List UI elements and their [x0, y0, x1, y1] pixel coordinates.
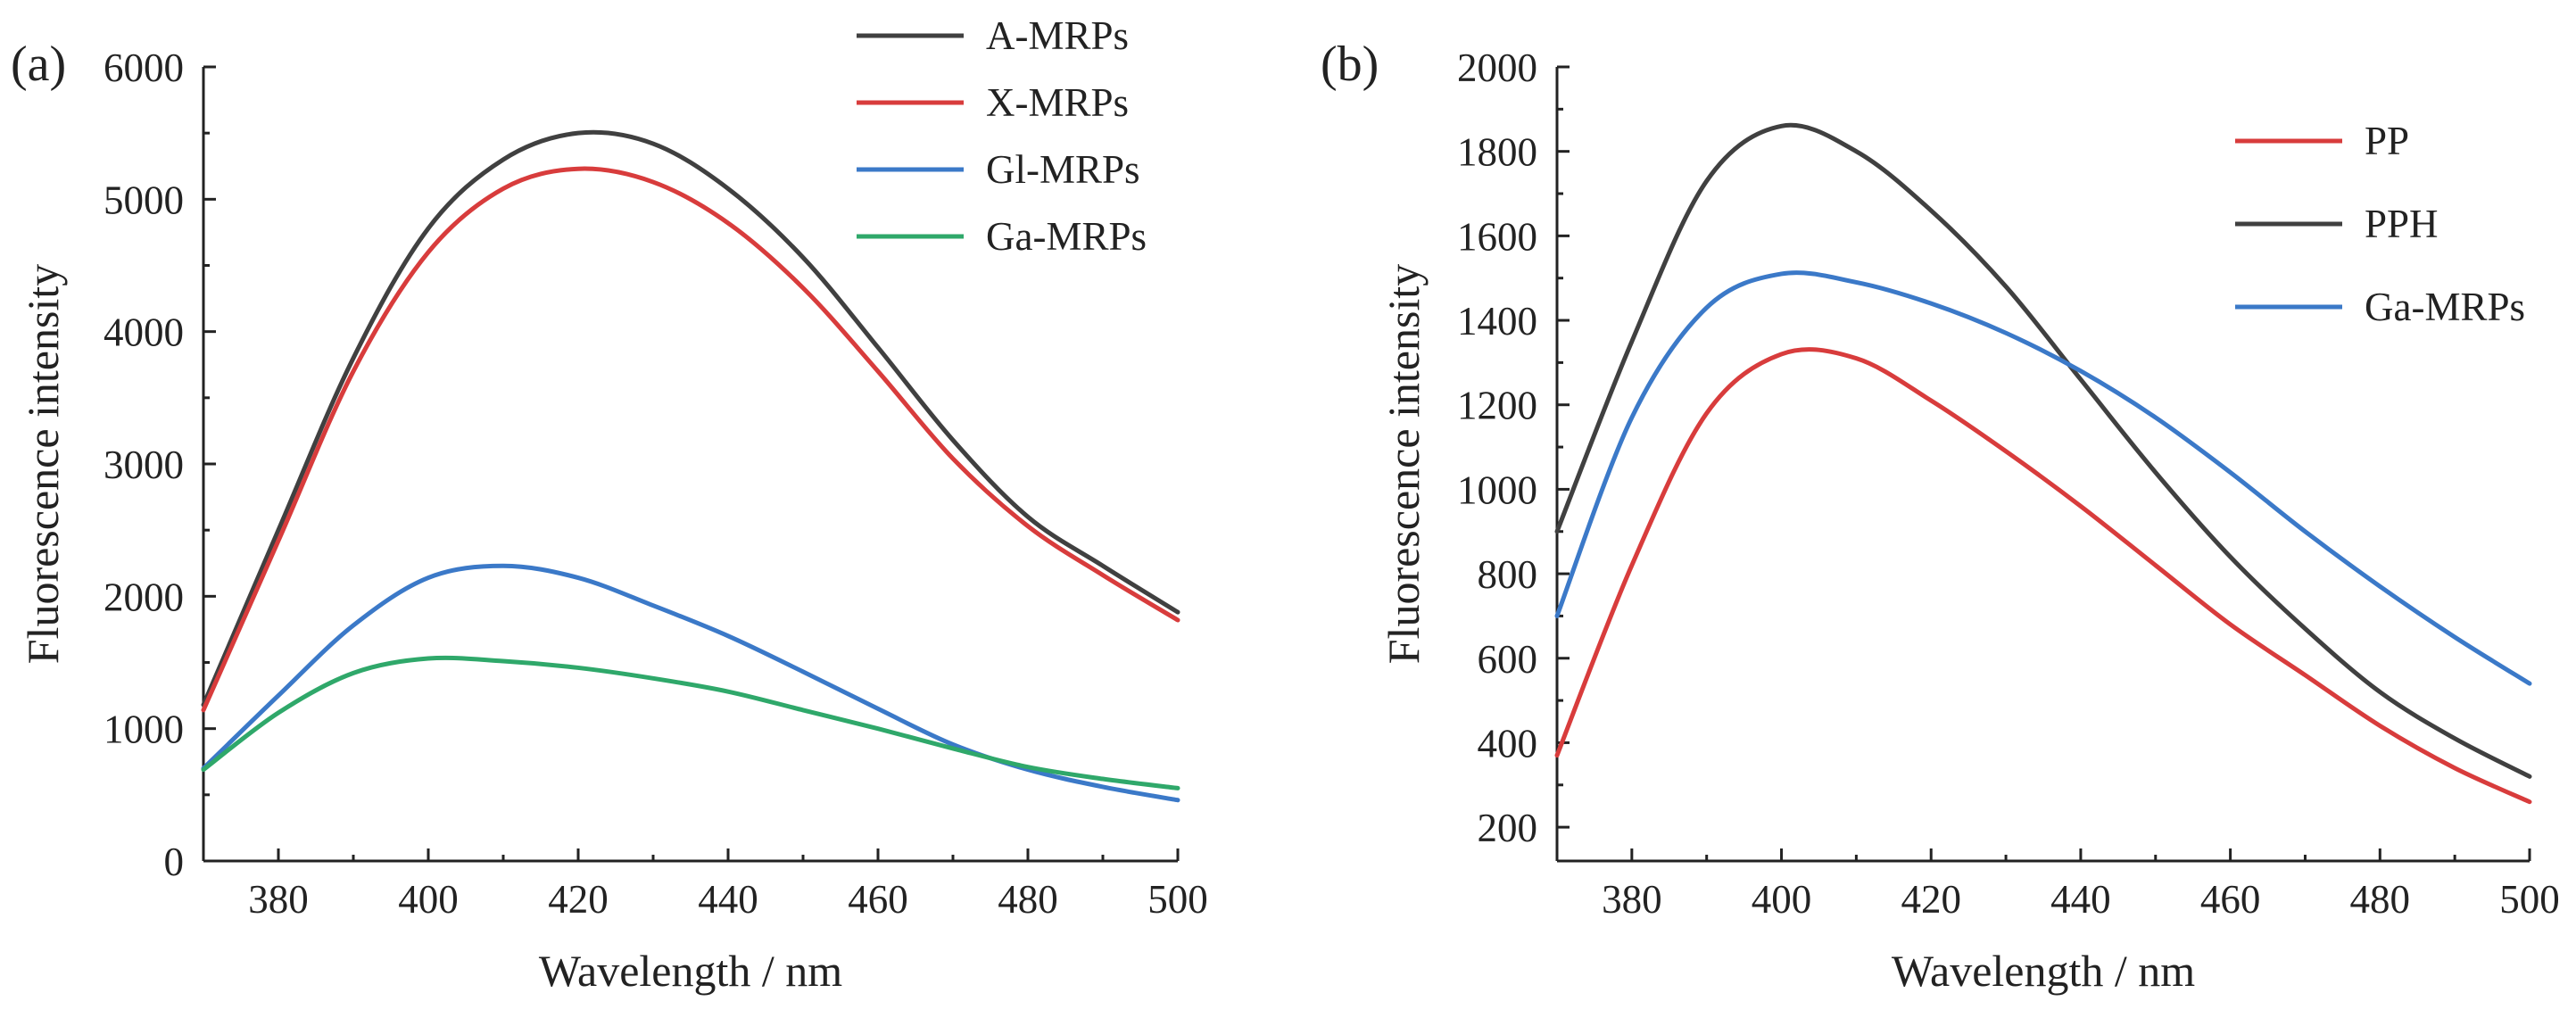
y-tick-label: 400 — [1478, 721, 1538, 766]
x-tick-label: 460 — [848, 877, 908, 922]
y-tick-label: 1200 — [1457, 384, 1537, 428]
y-axis-title: Fluorescence intensity — [18, 264, 68, 665]
x-tick-label: 440 — [698, 877, 758, 922]
x-tick-label: 400 — [398, 877, 459, 922]
series-line-ga-mrps — [201, 655, 1180, 790]
x-tick-label: 440 — [2050, 877, 2111, 922]
y-tick-label: 6000 — [104, 46, 184, 90]
x-tick-label: 420 — [1901, 877, 1961, 922]
y-tick-label: 3000 — [104, 443, 184, 487]
x-tick-label: 500 — [1147, 877, 1208, 922]
y-tick-label: 200 — [1478, 806, 1538, 850]
legend-label: PP — [2365, 119, 2409, 163]
chart-panel-a: (a)380 400 420 440 460 480 5000100020003000400… — [11, 13, 1208, 996]
y-tick-label: 1000 — [104, 708, 184, 752]
x-tick-label: 500 — [2499, 877, 2560, 922]
legend-label: Ga-MRPs — [2365, 285, 2525, 329]
panel-label: (b) — [1321, 37, 1379, 92]
series-line-x-mrps — [201, 166, 1180, 713]
legend-label: X-MRPs — [986, 80, 1129, 125]
y-tick-label: 4000 — [104, 310, 184, 355]
y-tick-label: 2000 — [104, 575, 184, 619]
series-line-pp — [1554, 347, 2532, 805]
y-tick-label: 600 — [1478, 637, 1538, 682]
series-line-pph — [1554, 122, 2532, 779]
y-tick-label: 800 — [1478, 552, 1538, 597]
y-tick-label: 5000 — [104, 178, 184, 222]
x-tick-label: 480 — [998, 877, 1058, 922]
x-tick-label: 420 — [548, 877, 609, 922]
legend-label: Gl-MRPs — [986, 147, 1140, 192]
x-tick-label: 380 — [248, 877, 309, 922]
x-tick-label: 460 — [2200, 877, 2261, 922]
chart-panel-b: (b) 380 400 420 440 460 480 500 200 400 600 800 1000… — [1321, 37, 2560, 996]
x-axis-title: Wavelength / nm — [539, 946, 842, 996]
series-line-ga-mrps — [1554, 270, 2532, 686]
y-axis-title: Fluorescence intensity — [1379, 264, 1429, 665]
legend-label: Ga-MRPs — [986, 214, 1147, 259]
y-tick-label: 1600 — [1457, 214, 1537, 259]
panel-label: (a) — [11, 37, 66, 92]
legend-label: A-MRPs — [986, 13, 1129, 58]
y-tick-label: 2000 — [1457, 46, 1537, 90]
y-tick-label: 0 — [164, 840, 185, 884]
x-tick-label: 400 — [1752, 877, 1812, 922]
x-axis-title: Wavelength / nm — [1892, 946, 2195, 996]
x-tick-label: 480 — [2350, 877, 2411, 922]
x-tick-label: 380 — [1602, 877, 1662, 922]
series-line-a-mrps — [201, 129, 1180, 708]
legend-label: PPH — [2365, 202, 2439, 246]
y-tick-label: 1800 — [1457, 130, 1537, 175]
y-tick-label: 1000 — [1457, 468, 1537, 512]
y-tick-label: 1400 — [1457, 299, 1537, 343]
